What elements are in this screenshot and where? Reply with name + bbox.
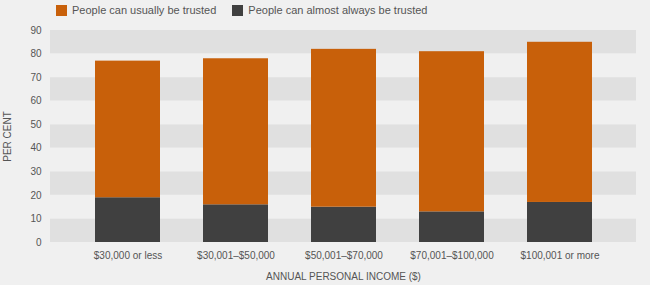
- svg-text:0: 0: [36, 237, 42, 248]
- svg-text:30: 30: [30, 166, 42, 177]
- html-text:People can usually be trusted: People can usually be trusted: [72, 4, 217, 16]
- svg-text:80: 80: [30, 48, 42, 59]
- svg-text:50: 50: [30, 119, 42, 130]
- svg-text:$70,001–$100,000: $70,001–$100,000: [410, 250, 494, 261]
- html-text:People can almost always be tr: People can almost always be trusted: [248, 4, 428, 16]
- svg-text:PER CENT: PER CENT: [2, 111, 13, 162]
- svg-text:20: 20: [30, 190, 42, 201]
- svg-text:60: 60: [30, 95, 42, 106]
- svg-text:$50,001–$70,000: $50,001–$70,000: [305, 250, 383, 261]
- svg-text:$100,001 or more: $100,001 or more: [521, 250, 600, 261]
- svg-text:$30,000 or less: $30,000 or less: [94, 250, 162, 261]
- svg-text:10: 10: [30, 213, 42, 224]
- svg-text:40: 40: [30, 142, 42, 153]
- svg-text:$30,001–$50,000: $30,001–$50,000: [197, 250, 275, 261]
- svg-text:ANNUAL PERSONAL INCOME ($): ANNUAL PERSONAL INCOME ($): [266, 271, 421, 282]
- svg-text:70: 70: [30, 72, 42, 83]
- svg-text:90: 90: [30, 25, 42, 36]
